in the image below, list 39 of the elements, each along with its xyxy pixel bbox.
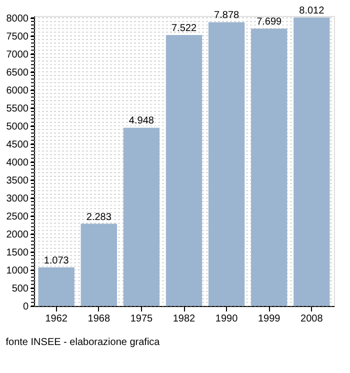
x-tick-label: 1968: [88, 314, 110, 324]
data-label: 4.948: [128, 116, 154, 127]
bar: [294, 17, 330, 306]
y-tick-label: 500: [12, 283, 29, 294]
data-label: 8.012: [299, 5, 325, 16]
y-tick-label: 1500: [6, 247, 29, 258]
data-label: 1.073: [44, 255, 70, 266]
y-tick-label: 5500: [6, 103, 29, 114]
y-tick-label: 3500: [6, 175, 29, 186]
y-tick-label: 0: [22, 302, 29, 312]
y-tick-label: 8000: [6, 13, 29, 24]
y-tick-label: 7500: [6, 31, 29, 42]
y-tick-label: 2000: [6, 229, 29, 240]
x-tick-label: 2008: [300, 314, 324, 324]
data-label: 7.699: [256, 16, 282, 28]
x-tick-label: 1990: [215, 314, 238, 324]
y-tick-label: 1000: [6, 265, 29, 276]
y-tick-label: 6500: [6, 67, 29, 78]
y-tick-label: 2500: [6, 211, 29, 222]
data-label: 2.283: [86, 212, 112, 223]
y-tick-label: 6000: [6, 85, 29, 96]
x-tick-label: 1962: [45, 314, 68, 324]
x-tick-label: 1975: [130, 314, 154, 324]
bar: [38, 267, 74, 306]
data-label: 7.878: [214, 10, 240, 22]
y-tick-label: 3000: [6, 193, 29, 204]
bar: [123, 128, 160, 306]
bar: [208, 22, 245, 306]
source-note: fonte INSEE - elaborazione grafica: [6, 337, 160, 348]
y-tick-label: 4500: [6, 139, 29, 150]
y-tick-label: 5000: [6, 121, 29, 132]
data-label: 7.522: [171, 23, 197, 34]
bar: [251, 28, 288, 306]
y-tick-label: 4000: [6, 157, 29, 168]
x-tick-label: 1982: [172, 314, 196, 324]
bar: [80, 224, 117, 306]
y-tick-label: 7000: [6, 49, 29, 60]
bar: [166, 35, 202, 306]
x-tick-label: 1999: [258, 314, 281, 324]
